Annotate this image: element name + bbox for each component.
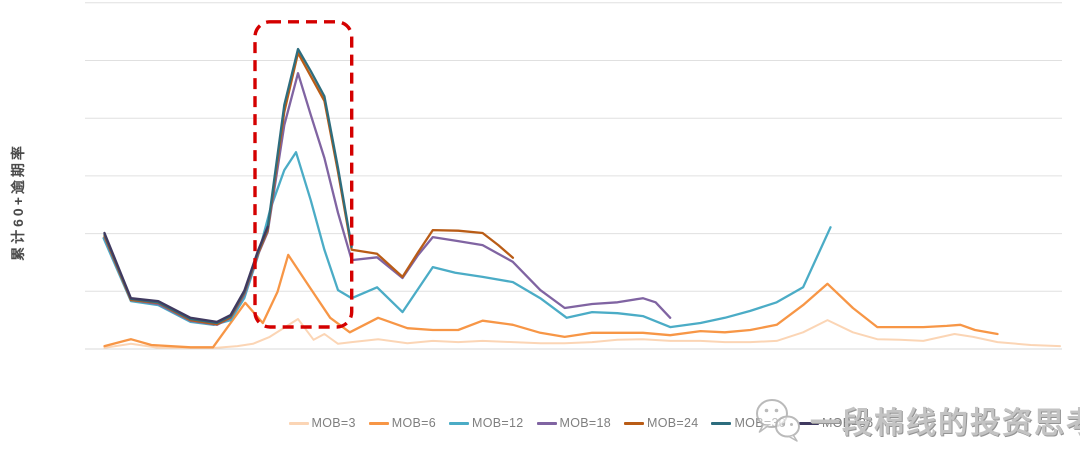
legend-label: MOB=24 xyxy=(646,416,699,430)
legend-item-mob-24: MOB=24 xyxy=(623,416,699,430)
series-line-mob-36 xyxy=(103,225,269,324)
series-line-mob-24 xyxy=(103,51,515,326)
legend-item-mob-12: MOB=12 xyxy=(449,416,523,430)
legend-item-mob-3: MOB=3 xyxy=(288,416,356,430)
legend-label: MOB=12 xyxy=(472,416,524,430)
legend-label: MOB=3 xyxy=(311,416,356,430)
legend-item-mob-30: MOB=30 xyxy=(711,416,786,430)
legend-label: MOB=36 xyxy=(821,416,874,430)
legend-swatch xyxy=(536,421,557,425)
series-line-mob-6 xyxy=(103,253,999,349)
legend-item-mob-18: MOB=18 xyxy=(536,416,611,430)
legend-item-mob-36: MOB=36 xyxy=(798,416,874,430)
legend-label: MOB=18 xyxy=(559,416,611,430)
legend-swatch xyxy=(623,421,644,425)
series-line-mob-30 xyxy=(103,47,353,325)
legend-swatch xyxy=(449,421,470,425)
legend-swatch xyxy=(711,421,732,425)
legend-swatch xyxy=(368,421,389,425)
legend-label: MOB=6 xyxy=(391,416,437,430)
legend-swatch xyxy=(798,421,819,425)
legend-label: MOB=30 xyxy=(734,416,786,430)
chart-legend: MOB=3 MOB=6 MOB=12 MOB=18 MOB=24 MOB=30 MOB=36 xyxy=(41,413,1080,433)
y-axis-title: 累计60+逾期率 xyxy=(10,143,26,261)
legend-swatch xyxy=(288,421,309,425)
series-line-mob-18 xyxy=(103,72,672,326)
series-line-mob-12 xyxy=(102,151,832,329)
series-line-mob-3 xyxy=(103,318,1061,349)
annotation-dashed-box xyxy=(253,20,354,329)
legend-item-mob-6: MOB=6 xyxy=(368,416,437,430)
